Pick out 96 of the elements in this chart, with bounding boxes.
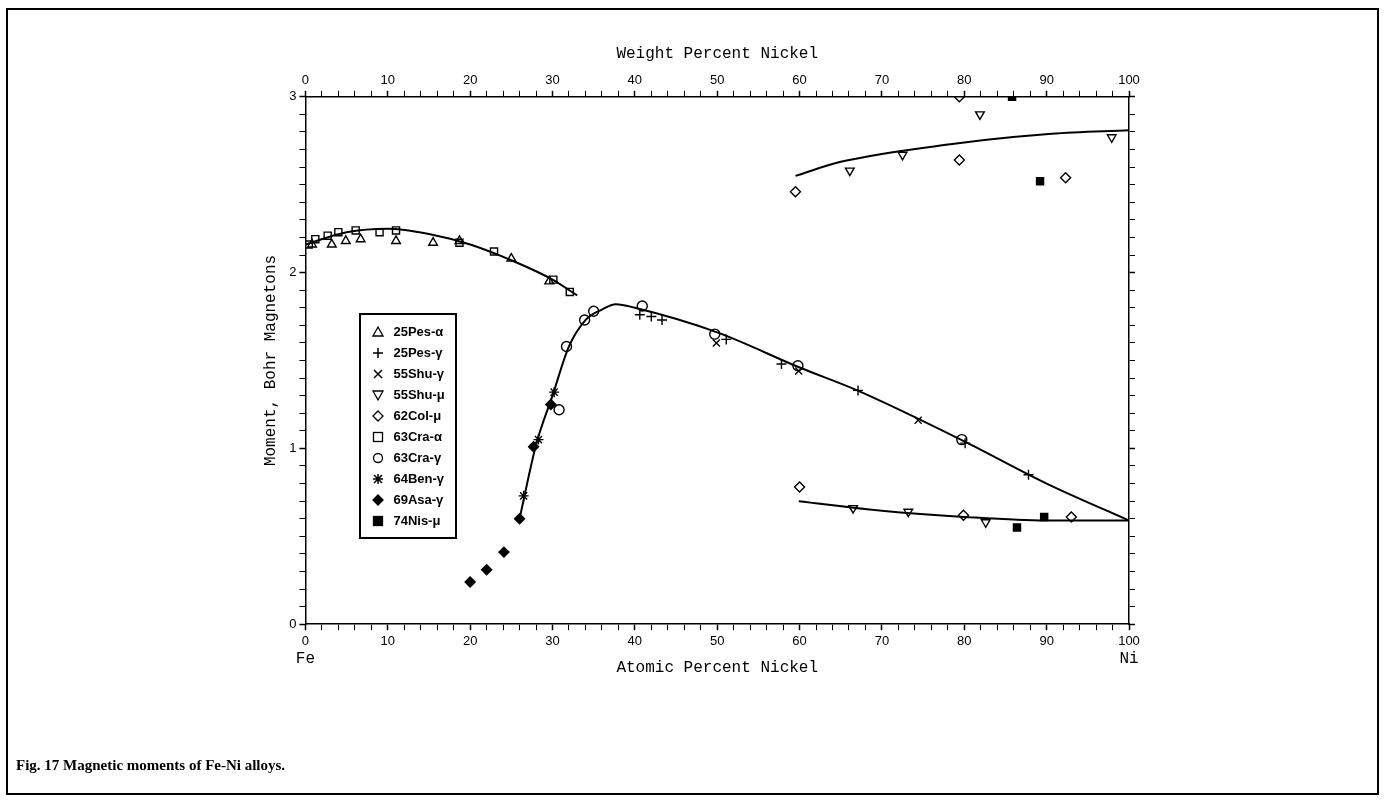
legend-label: 55Shu-μ [393,387,445,403]
point [375,227,384,237]
x2-tick-label: 60 [792,71,807,87]
point [390,235,402,245]
legend-label: 62Col-μ [393,408,442,424]
point [391,226,401,235]
point [545,398,557,411]
point [636,300,648,312]
x-tick-label: 50 [709,632,725,648]
x-tick-label: 20 [462,632,478,648]
x2-tick-label: 50 [709,71,725,87]
point [794,366,803,376]
x2-tick-label: 100 [1118,71,1140,87]
point [323,231,332,240]
x2-tick-label: 0 [301,71,310,87]
y-tick-label: 0 [289,615,297,631]
point [1012,523,1022,532]
x-tick-label: 10 [380,632,396,648]
x2-axis-title: Weight Percent Nickel [616,44,819,63]
point [553,404,565,416]
x-tick-label: 70 [874,632,890,648]
point [560,340,573,353]
x2-tick-label: 90 [1039,71,1054,87]
legend-label: 55Shu-γ [393,366,444,382]
point [957,509,970,521]
point [498,546,510,558]
text: Ni [1118,650,1140,669]
point [513,513,526,525]
point [506,252,517,262]
point [897,151,908,161]
x-tick-label: 90 [1039,632,1054,648]
point [956,433,968,446]
point [489,247,499,256]
point [1039,512,1049,522]
point [789,186,802,198]
caption: Fig. 17 Magnetic moments of Fe-Ni alloys. [16,757,286,774]
point [792,360,804,372]
point [544,275,555,285]
point [1059,171,1072,184]
point [712,338,721,348]
point [351,226,360,235]
x2-tick-label: 80 [957,71,972,87]
x2-tick-label: 20 [462,71,478,87]
legend-label: 25Pes-α [393,324,444,340]
point [306,238,318,248]
x-tick-label: 30 [545,632,560,648]
point [1065,511,1078,523]
point [913,416,923,425]
point [1035,176,1045,186]
point [953,154,966,166]
point [578,314,591,326]
point [587,305,600,317]
x2-tick-label: 10 [380,71,396,87]
point [532,433,545,446]
point [1022,469,1035,481]
point [549,275,558,284]
point [480,564,493,576]
x-axis-title: Atomic Percent Nickel [616,658,819,677]
legend-label: 25Pes-γ [393,345,443,361]
point [980,519,991,528]
point [464,576,476,588]
x-tick-label: 40 [627,632,643,648]
x-tick-label: 100 [1118,632,1140,648]
x2-tick-label: 30 [545,71,560,87]
text: Fe [294,650,316,669]
y-tick-label: 3 [289,88,297,104]
point [311,234,320,244]
point [548,386,560,398]
y-tick-label: 2 [289,264,297,280]
legend-label: 63Cra-γ [393,450,442,466]
x-tick-label: 0 [301,632,310,648]
x2-tick-label: 40 [627,71,643,87]
point [355,233,366,243]
point [326,238,337,248]
y-tick-label: 1 [289,439,297,455]
x2-tick-label: 70 [874,71,890,87]
point [974,111,985,121]
legend-label: 74Nis-μ [393,513,441,529]
legend-label: 63Cra-α [393,429,442,445]
point [1106,134,1117,143]
point [848,504,859,514]
x-tick-label: 60 [792,632,807,648]
y-axis-title: Moment, Bohr Magnetons [261,254,280,467]
point [340,235,351,245]
point [903,508,914,518]
point [517,490,530,502]
point [334,227,343,237]
point [793,481,806,493]
x-tick-label: 80 [957,632,972,648]
point [428,237,439,246]
point [527,440,540,453]
point [565,287,575,297]
legend-label: 64Ben-γ [393,471,444,487]
point [709,328,721,340]
legend-label: 69Asa-γ [393,492,444,508]
point [844,167,855,177]
